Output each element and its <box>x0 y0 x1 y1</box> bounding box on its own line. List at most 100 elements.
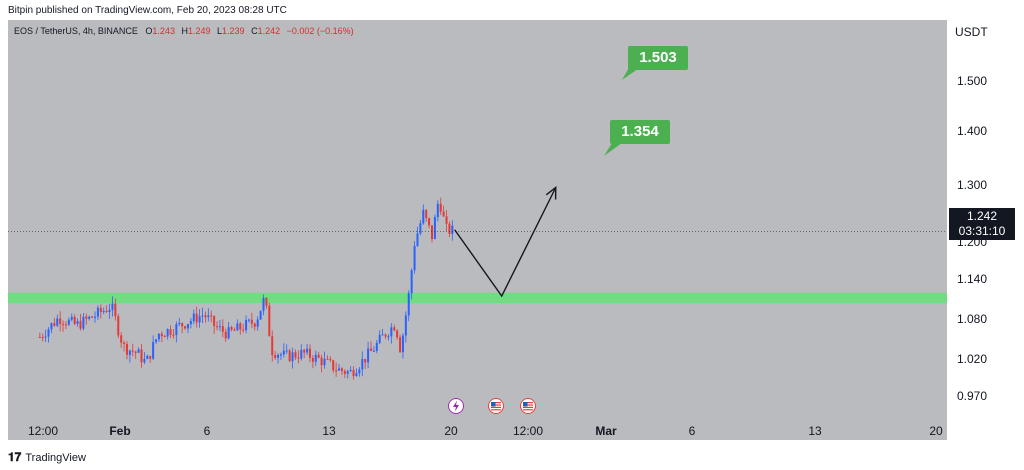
price-tick: 0.970 <box>957 389 988 403</box>
candle-body <box>64 324 67 326</box>
bar-countdown: 03:31:10 <box>958 224 1006 238</box>
target-label-1: 1.503 <box>628 46 688 70</box>
candle-body <box>131 350 134 352</box>
candle-body <box>410 270 413 294</box>
legend-open: 1.243 <box>152 26 175 36</box>
candle-body <box>38 337 41 338</box>
candle-body <box>381 334 384 336</box>
candle-body <box>436 203 439 218</box>
candle-body <box>140 349 143 363</box>
time-axis[interactable] <box>8 418 947 440</box>
candle-body <box>62 323 65 325</box>
candle-body <box>282 350 285 355</box>
candle-body <box>332 360 335 371</box>
candle-body <box>128 350 131 355</box>
legend-low: 1.239 <box>222 26 245 36</box>
candle-body <box>169 329 172 335</box>
candle-body <box>253 323 256 327</box>
target-pointer-2 <box>604 140 626 156</box>
candle-body <box>155 339 158 342</box>
candle-body <box>399 337 402 353</box>
legend-close-label: C <box>251 26 258 36</box>
candle-body <box>201 315 204 317</box>
price-tick: 1.140 <box>957 272 988 286</box>
candle-body <box>300 349 303 359</box>
candle-body <box>111 303 114 310</box>
time-tick: 6 <box>203 424 211 438</box>
candle-body <box>73 316 76 324</box>
candle-body <box>59 318 62 324</box>
candle-body <box>239 323 242 330</box>
candle-body <box>172 334 175 336</box>
candle-body <box>56 318 59 326</box>
candle-body <box>149 355 152 359</box>
candle-body <box>105 310 108 312</box>
time-tick: Feb <box>109 424 131 438</box>
time-tick: Mar <box>595 424 617 438</box>
candle-body <box>279 354 282 356</box>
candle-body <box>326 358 329 360</box>
candle-body <box>44 336 47 338</box>
candle-body <box>268 305 271 337</box>
candle-body <box>422 209 425 224</box>
candle-body <box>123 342 126 344</box>
us-flag-event-icon[interactable] <box>488 398 504 414</box>
legend-symbol: EOS / TetherUS, 4h, BINANCE <box>14 26 138 36</box>
chart-area[interactable] <box>8 20 947 440</box>
candle-body <box>79 321 82 329</box>
candle-body <box>160 333 163 337</box>
candle-body <box>335 370 338 372</box>
last-price-tag: 1.242 03:31:10 <box>949 208 1015 240</box>
legend-high: 1.249 <box>187 26 211 36</box>
candle-body <box>387 336 390 338</box>
candle-body <box>265 297 268 306</box>
tradingview-logo-icon: 𝟏𝟕 <box>8 450 22 464</box>
candle-body <box>451 225 454 234</box>
candle-body <box>303 349 306 353</box>
candle-body <box>250 319 253 324</box>
candle-body <box>175 324 178 336</box>
candle-body <box>53 323 56 326</box>
time-tick: 13 <box>322 424 336 438</box>
chart-svg <box>8 66 947 380</box>
candle-body <box>233 329 236 331</box>
candle-body <box>227 327 230 339</box>
candle-body <box>448 223 451 234</box>
candle-body <box>157 333 160 340</box>
candle-body <box>181 322 184 327</box>
footer-brand-text: TradingView <box>25 451 86 464</box>
candle-body <box>85 316 88 319</box>
candle-body <box>352 370 355 376</box>
candle-body <box>277 354 280 358</box>
price-tick: 1.300 <box>957 178 988 192</box>
candle-body <box>207 315 210 318</box>
candle-body <box>367 348 370 363</box>
candle-body <box>224 331 227 339</box>
candle-body <box>236 323 239 331</box>
footer-brand[interactable]: 𝟏𝟕 TradingView <box>8 450 86 465</box>
candle-body <box>96 307 99 317</box>
lightning-event-icon[interactable] <box>448 398 464 414</box>
candle-body <box>262 297 265 311</box>
candle-body <box>41 337 44 339</box>
candle-body <box>195 313 198 323</box>
candle-body <box>445 216 448 224</box>
candle-body <box>82 316 85 329</box>
candle-body <box>358 369 361 374</box>
candle-body <box>186 324 189 329</box>
candle-body <box>349 370 352 372</box>
candle-body <box>117 316 120 336</box>
candle-body <box>416 233 419 246</box>
candle-body <box>308 348 311 358</box>
candle-body <box>114 303 117 317</box>
target-label-2: 1.354 <box>610 120 670 144</box>
candle-body <box>125 343 128 355</box>
candle-body <box>372 350 375 352</box>
candle-body <box>245 320 248 331</box>
candle-body <box>430 225 433 240</box>
candle-body <box>166 329 169 337</box>
candle-body <box>419 223 422 234</box>
legend-open-label: O <box>145 26 153 36</box>
us-flag-event-icon[interactable] <box>520 398 536 414</box>
candle-body <box>285 350 288 352</box>
